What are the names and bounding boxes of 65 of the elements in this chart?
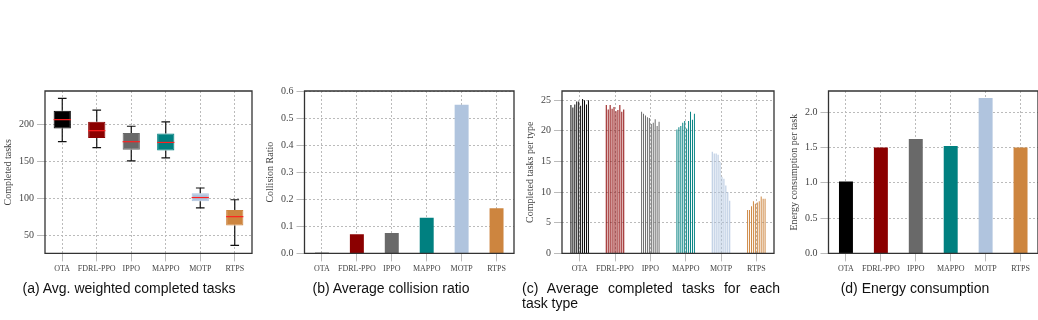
bar bbox=[838, 181, 853, 253]
x-tick-label: FDRL-PPO bbox=[596, 264, 635, 274]
x-tick-label: RTPS bbox=[1011, 264, 1030, 274]
x-tick-label: OTA bbox=[314, 264, 331, 274]
x-tick-label: MAPPO bbox=[936, 264, 965, 274]
x-tick-label: MAPPO bbox=[412, 264, 441, 274]
bar bbox=[873, 147, 888, 253]
y-axis-title: Completed tasks bbox=[1, 138, 13, 206]
y-tick-label: 1.0 bbox=[805, 176, 818, 188]
y-tick-label: 10 bbox=[541, 185, 551, 197]
x-tick-label: RTPS bbox=[747, 264, 766, 274]
bar bbox=[1013, 147, 1028, 253]
y-tick-label: 20 bbox=[541, 124, 551, 136]
text: (c) Average completed tasks for each task type bbox=[522, 280, 780, 311]
y-tick-label: 0.5 bbox=[281, 111, 294, 123]
y-tick-label: 0.1 bbox=[281, 219, 294, 231]
bar bbox=[908, 139, 923, 253]
x-tick-label: OTA bbox=[838, 264, 855, 274]
x-tick-label: RTPS bbox=[225, 264, 245, 274]
y-tick-label: 50 bbox=[24, 228, 34, 240]
y-tick-label: 0.2 bbox=[281, 192, 294, 204]
x-tick-label: MOTP bbox=[709, 264, 733, 274]
y-tick-label: 0.0 bbox=[805, 247, 818, 259]
y-axis-title: Energy consumption per task bbox=[787, 113, 799, 231]
bar bbox=[943, 146, 958, 253]
y-tick-label: 5 bbox=[546, 216, 551, 228]
x-tick-label: MOTP bbox=[189, 264, 212, 274]
y-tick-label: 0.4 bbox=[281, 138, 294, 150]
bar bbox=[454, 104, 469, 253]
x-tick-label: FDRL-PPO bbox=[861, 264, 900, 274]
y-tick-label: 0 bbox=[546, 247, 551, 259]
x-tick-label: IPPO bbox=[122, 264, 141, 274]
text: (a) Avg. weighted completed tasks bbox=[21, 280, 237, 296]
y-tick-label: 200 bbox=[19, 118, 34, 130]
x-tick-label: MAPPO bbox=[671, 264, 700, 274]
x-tick-label: FDRL-PPO bbox=[337, 264, 376, 274]
bar bbox=[384, 233, 399, 253]
y-tick-label: 0.3 bbox=[281, 165, 294, 177]
y-tick-label: 25 bbox=[541, 93, 551, 105]
x-tick-label: MAPPO bbox=[151, 264, 180, 274]
text: (b) Average collision ratio bbox=[311, 280, 471, 296]
x-tick-label: IPPO bbox=[907, 264, 925, 274]
x-tick-label: RTPS bbox=[487, 264, 506, 274]
y-tick-label: 0.0 bbox=[281, 247, 294, 259]
x-tick-label: IPPO bbox=[383, 264, 401, 274]
x-tick-label: IPPO bbox=[641, 264, 660, 274]
text: (d) Energy consumption bbox=[839, 280, 991, 296]
y-tick-label: 1.5 bbox=[805, 141, 818, 153]
y-axis-title: Completed tasks per type bbox=[523, 120, 535, 223]
x-tick-label: MOTP bbox=[450, 264, 474, 274]
bar bbox=[419, 217, 434, 253]
x-tick-label: OTA bbox=[54, 264, 71, 274]
y-axis-title: Collision Ratio bbox=[263, 141, 275, 203]
y-tick-label: 2.0 bbox=[805, 105, 818, 117]
x-tick-label: FDRL-PPO bbox=[77, 264, 116, 274]
bar bbox=[349, 234, 364, 253]
bar bbox=[978, 98, 993, 253]
y-tick-label: 100 bbox=[19, 191, 34, 203]
y-tick-label: 0.5 bbox=[805, 211, 818, 223]
y-tick-label: 150 bbox=[19, 155, 34, 167]
x-tick-label: MOTP bbox=[974, 264, 998, 274]
y-tick-label: 0.6 bbox=[281, 84, 294, 96]
x-tick-label: OTA bbox=[571, 264, 588, 274]
y-tick-label: 15 bbox=[541, 155, 551, 167]
bar bbox=[489, 208, 504, 253]
